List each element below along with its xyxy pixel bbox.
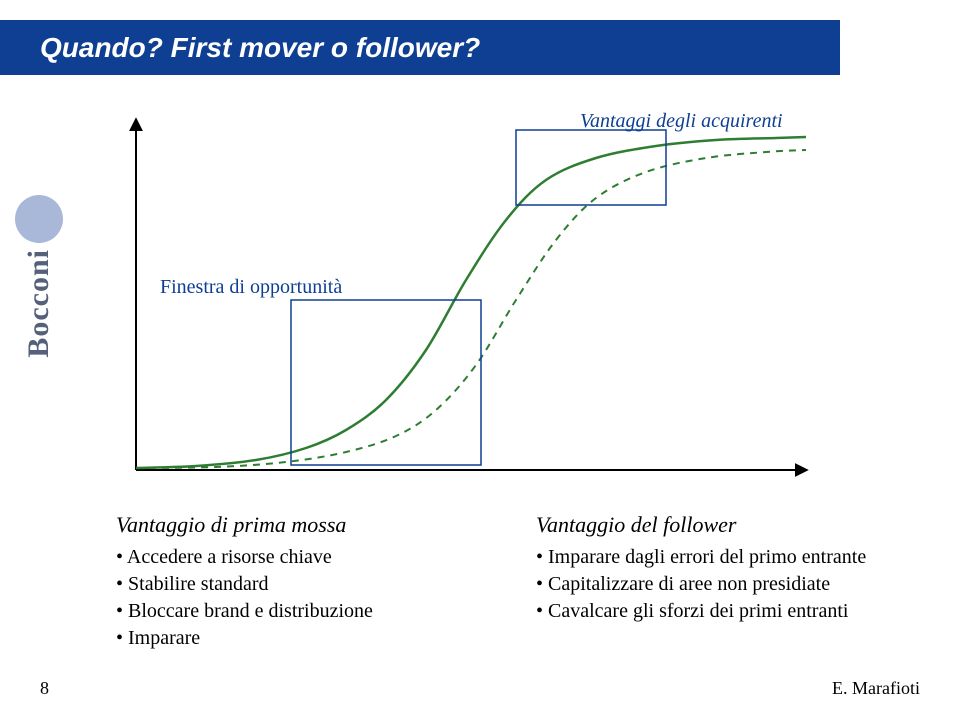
title-bar: Quando? First mover o follower? (0, 20, 840, 75)
acquirenti-box (516, 130, 666, 205)
list-item: Cavalcare gli sforzi dei primi entranti (536, 598, 916, 625)
first-mover-title: Vantaggio di prima mossa (116, 510, 496, 540)
list-item: Imparare dagli errori del primo entrante (536, 544, 916, 571)
list-item: Capitalizzare di aree non presidiate (536, 571, 916, 598)
footer: 8 E. Marafioti (0, 678, 960, 699)
annotation-acquirenti: Vantaggi degli acquirenti (580, 110, 830, 133)
adoption-curve-chart (116, 110, 816, 490)
follower-title: Vantaggio del follower (536, 510, 916, 540)
logo-leaf-icon (15, 195, 63, 243)
advantages-columns: Vantaggio di prima mossa Accedere a riso… (116, 510, 916, 652)
list-item: Stabilire standard (116, 571, 496, 598)
first-mover-col: Vantaggio di prima mossa Accedere a riso… (116, 510, 496, 652)
list-item: Accedere a risorse chiave (116, 544, 496, 571)
follower-list: Imparare dagli errori del primo entrante… (536, 544, 916, 625)
list-item: Bloccare brand e distribuzione (116, 598, 496, 625)
page-number: 8 (40, 678, 49, 699)
page-title: Quando? First mover o follower? (40, 32, 480, 64)
first-mover-list: Accedere a risorse chiaveStabilire stand… (116, 544, 496, 652)
logo-text: Bocconi (22, 249, 56, 358)
bocconi-logo: Bocconi (10, 195, 68, 415)
list-item: Imparare (116, 625, 496, 652)
dashed-s-curve (136, 150, 806, 468)
solid-s-curve (136, 137, 806, 468)
annotation-finestra: Finestra di opportunità (160, 276, 380, 299)
author: E. Marafioti (832, 678, 920, 699)
follower-col: Vantaggio del follower Imparare dagli er… (536, 510, 916, 652)
